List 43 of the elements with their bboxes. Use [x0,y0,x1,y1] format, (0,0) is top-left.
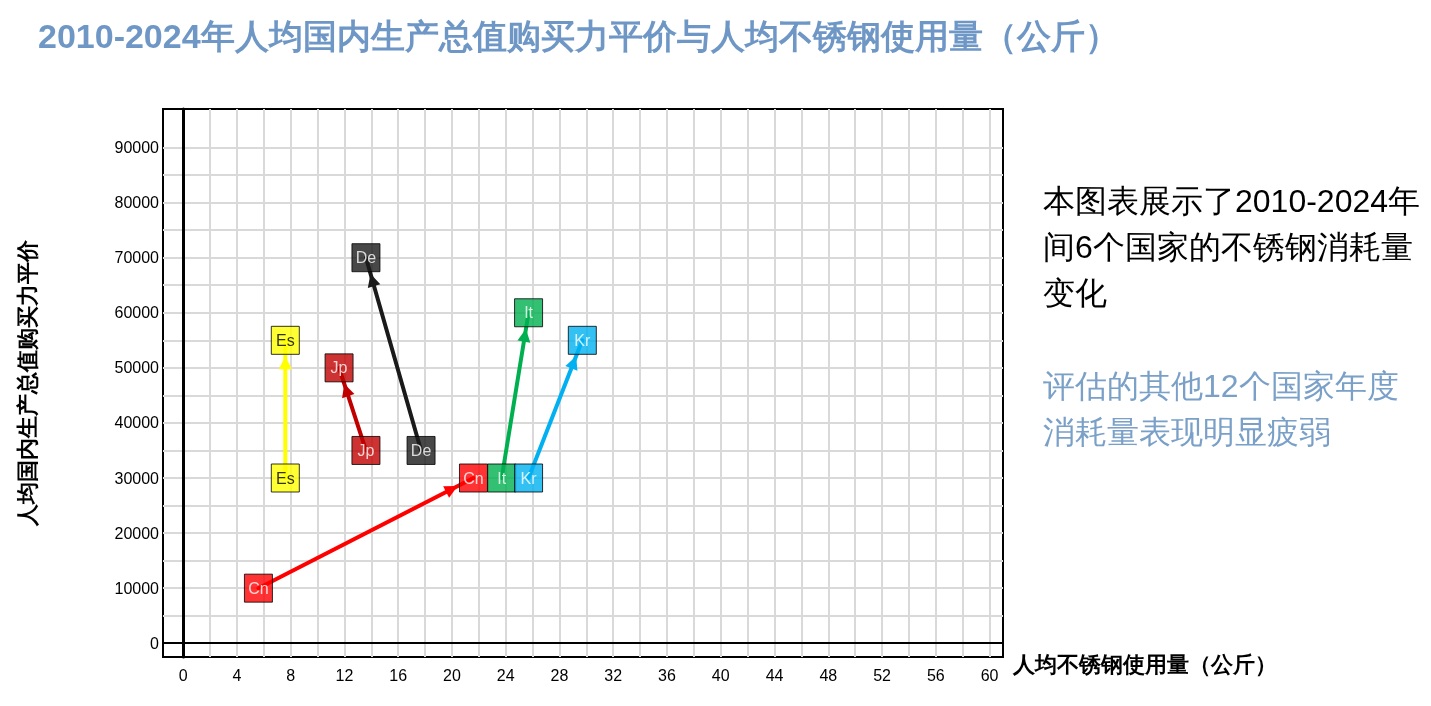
x-tick-label: 32 [604,666,623,684]
text: De [355,249,377,267]
x-tick-label: 36 [658,666,676,684]
series-label: Jp [330,359,348,377]
x-tick-label: 60 [980,666,999,684]
x-tick-label: 12 [335,666,354,684]
series-label: Cn [248,579,269,597]
x-tick-label: 44 [765,666,784,684]
y-tick-label: 40000 [114,414,160,432]
y-axis-title: 人均国内生产总值购买力平价 [14,239,40,527]
x-tick-label: 48 [819,666,838,684]
text: Es [275,331,295,349]
x-tick-label: 4 [232,666,242,684]
text: Jp [357,441,375,459]
y-tick-label: 50000 [114,359,160,377]
text: It [497,469,507,487]
x-tick-label: 16 [389,666,408,684]
x-tick-label: 20 [443,666,461,684]
chart-title: 2010-2024年人均国内生产总值购买力平价与人均不锈钢使用量（公斤） [38,17,1119,55]
x-tick-label: 56 [926,666,945,684]
y-tick-label: 90000 [114,139,160,157]
x-tick-label: 40 [711,666,730,684]
y-tick-label: 30000 [114,469,160,487]
y-tick-label: 10000 [114,579,160,597]
x-tick-label: 0 [178,666,188,684]
text: 评估的其他12个国家年度消耗量表现明显疲弱 [1043,368,1399,450]
series-label: It [524,304,534,322]
x-tick-label: 52 [873,666,892,684]
x-tick-label: 8 [286,666,296,684]
x-axis-title: 人均不锈钢使用量（公斤） [1012,651,1277,677]
series-label: Es [275,469,295,487]
y-tick-label: 0 [150,634,160,652]
y-tick-label: 80000 [114,194,160,212]
text: Kr [574,331,591,349]
series-label: De [410,441,432,459]
text: 本图表展示了2010-2024年间6个国家的不锈钢消耗量变化 [1043,183,1421,311]
y-tick-label: 20000 [114,524,160,542]
x-tick-label: 24 [496,666,515,684]
y-tick-label: 70000 [114,249,160,267]
y-tick-label: 60000 [114,304,160,322]
text: Cn [463,469,484,487]
series-label: Kr [520,469,538,487]
x-tick-label: 28 [550,666,569,684]
